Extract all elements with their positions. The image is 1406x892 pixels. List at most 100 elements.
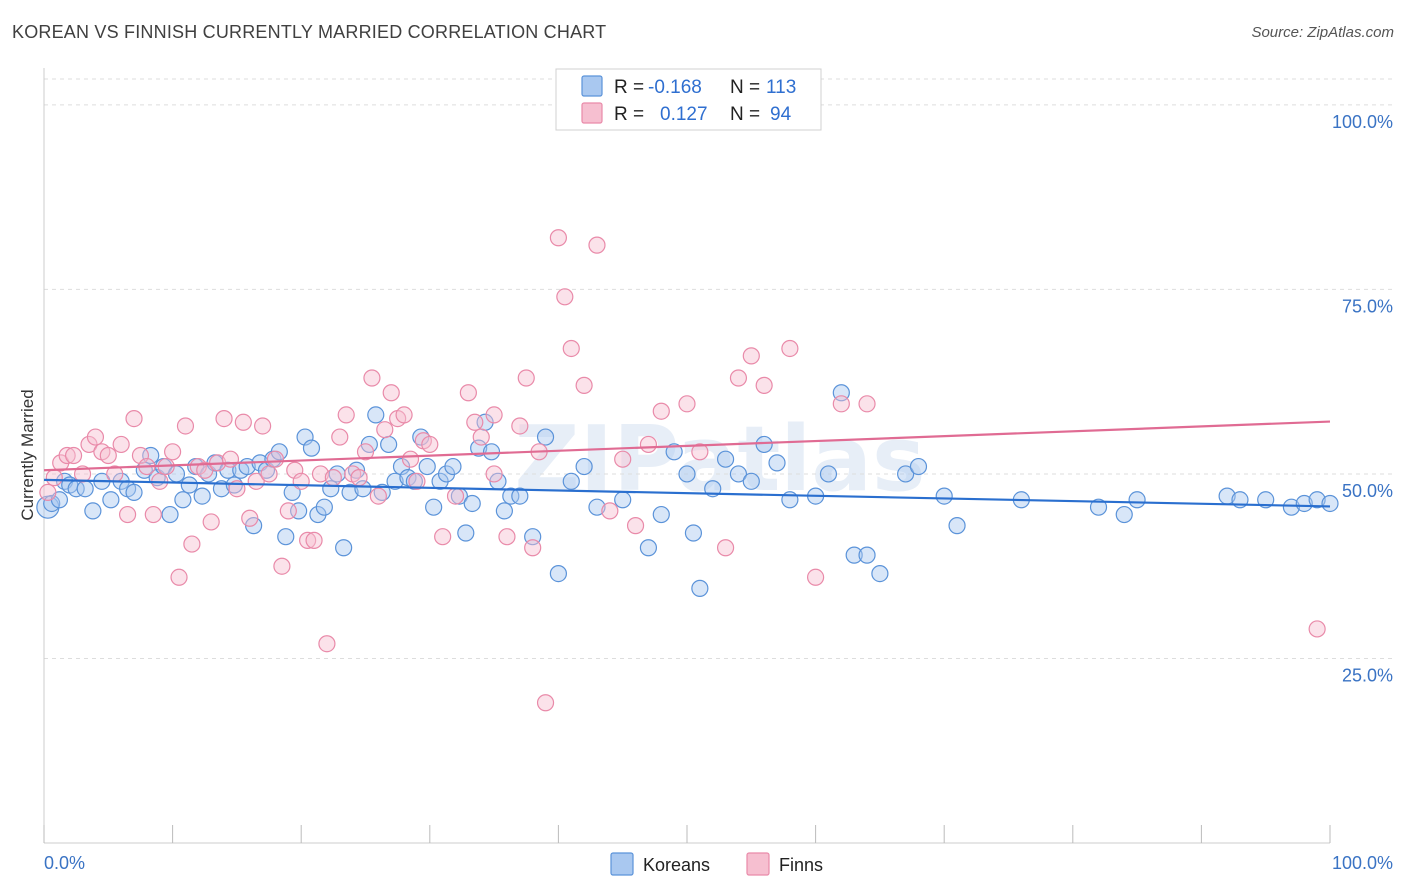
korean-point	[742, 472, 760, 490]
korean-point	[614, 491, 632, 509]
y-tick-label: 50.0%	[1342, 481, 1393, 501]
finn-point	[678, 395, 696, 413]
finn-point	[202, 513, 220, 531]
korean-point	[354, 480, 372, 498]
finn-point	[337, 406, 355, 424]
korean-point	[1257, 491, 1275, 509]
finn-point	[299, 531, 317, 549]
finn-point	[459, 384, 477, 402]
korean-point	[575, 457, 593, 476]
korean-point	[463, 494, 481, 513]
finn-point	[363, 369, 381, 387]
bottom-legend: Koreans Finns	[610, 852, 823, 876]
finn-point	[273, 557, 291, 575]
finn-point	[524, 539, 542, 557]
korean-point	[639, 539, 658, 557]
korean-point	[1115, 505, 1133, 524]
korean-point	[315, 498, 333, 516]
finn-point	[434, 528, 452, 546]
finn-point	[511, 417, 529, 435]
finn-point	[164, 443, 182, 461]
finn-point	[382, 384, 400, 402]
korean-point	[277, 528, 295, 546]
axes	[43, 68, 1331, 844]
finn-point	[652, 402, 670, 420]
y-tick-label: 75.0%	[1342, 296, 1393, 316]
finn-point	[588, 236, 606, 254]
legend-finn-r-value: 0.127	[660, 104, 708, 125]
finn-point	[356, 443, 375, 461]
finn-point	[806, 568, 825, 586]
y-tick-label: 100.0%	[1332, 112, 1393, 132]
korean-point	[386, 472, 404, 490]
korean-point	[1308, 491, 1326, 509]
finn-point	[626, 517, 645, 535]
legend-korean-n-label: N =	[730, 77, 760, 98]
korean-point	[652, 505, 670, 524]
korean-point	[755, 435, 773, 454]
finn-point	[614, 450, 632, 468]
korean-point	[588, 498, 606, 516]
korean-trend-line	[43, 478, 1331, 508]
finn-point	[324, 469, 342, 487]
finn-point	[64, 446, 83, 465]
bottom-legend-korean-label: Koreans	[643, 855, 710, 875]
korean-point	[180, 476, 198, 494]
legend-finn-swatch	[581, 102, 603, 124]
finn-point	[260, 465, 278, 483]
finn-point	[408, 472, 426, 490]
finn-point	[118, 505, 137, 524]
finn-point	[254, 417, 272, 435]
finn-point	[1308, 620, 1326, 638]
legend-box: R = -0.168 N = 113 R = 0.127 N = 94	[555, 68, 822, 131]
finn-point	[99, 446, 117, 465]
korean-point	[716, 450, 735, 468]
legend-korean-r-label: R =	[614, 77, 644, 98]
finn-point	[498, 528, 516, 546]
finn-point	[742, 347, 760, 365]
korean-point	[684, 524, 703, 542]
finn-point	[832, 395, 850, 413]
korean-point	[871, 564, 889, 583]
korean-point	[845, 546, 863, 564]
finn-point	[196, 461, 214, 479]
finn-point	[446, 487, 465, 505]
korean-point	[935, 487, 953, 505]
finn-point	[176, 417, 195, 435]
korean-point	[482, 443, 501, 461]
korean-point	[418, 457, 436, 476]
finn-point	[112, 435, 130, 454]
korean-point	[1128, 491, 1146, 509]
chart-title: KOREAN VS FINNISH CURRENTLY MARRIED CORR…	[12, 22, 607, 42]
finn-point	[318, 635, 336, 653]
finn-point	[45, 469, 63, 487]
finn-trend-line	[43, 420, 1331, 472]
korean-point	[536, 428, 555, 446]
korean-point	[335, 539, 353, 557]
finn-point	[485, 406, 503, 424]
finn-points	[39, 229, 1326, 712]
legend-korean-swatch	[581, 75, 603, 97]
legend-korean-n-value: 113	[766, 77, 796, 98]
korean-point	[502, 487, 520, 505]
bottom-legend-korean-swatch	[610, 852, 634, 876]
finn-point	[421, 435, 439, 454]
korean-point	[909, 457, 928, 476]
finn-point	[305, 531, 323, 549]
finn-point	[517, 369, 535, 387]
korean-point	[102, 491, 120, 509]
finn-point	[331, 428, 349, 446]
finn-point	[221, 450, 240, 468]
grid-lines	[44, 78, 1393, 659]
y-tick-label: 25.0%	[1342, 665, 1393, 685]
legend-finn-r-label: R =	[614, 104, 644, 125]
legend-finn-n-value: 94	[770, 104, 792, 125]
finn-point	[472, 428, 490, 446]
finn-point	[350, 469, 368, 487]
finn-point	[556, 288, 574, 306]
korean-point	[768, 454, 786, 472]
finn-point	[729, 369, 748, 387]
korean-point	[341, 483, 359, 502]
x-tick-max: 100.0%	[1332, 853, 1393, 873]
